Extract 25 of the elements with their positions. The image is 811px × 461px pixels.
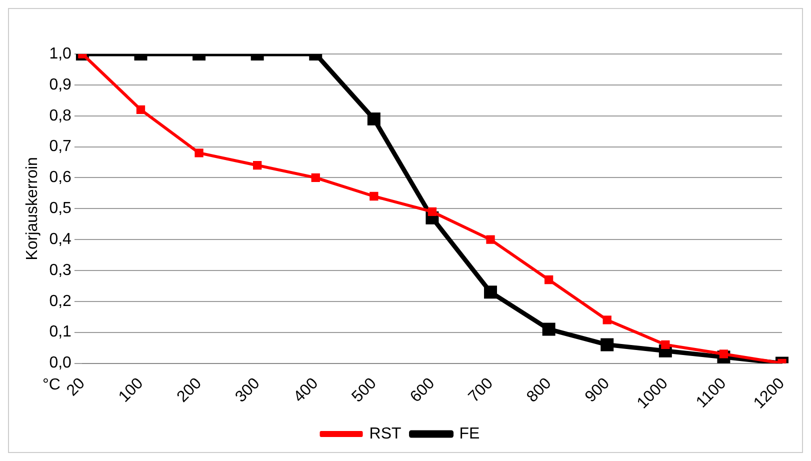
y-tick-label: 0,4 — [49, 230, 72, 248]
x-tick-label: 500 — [348, 374, 380, 406]
legend-label: FE — [459, 425, 480, 442]
legend-label: RST — [369, 425, 402, 442]
y-tick-label: 0,2 — [49, 292, 72, 310]
y-tick-label: 0,6 — [49, 169, 72, 186]
y-tick-label: 0,0 — [49, 354, 72, 372]
y-tick-label: 0,9 — [49, 76, 72, 94]
x-tick-label: 200 — [174, 374, 206, 406]
y-tick-label: 0,8 — [49, 107, 72, 124]
x-tick-label: 600 — [407, 374, 438, 406]
y-tick-label: 0,3 — [49, 262, 72, 279]
x-tick-label: 800 — [524, 374, 555, 406]
x-tick-label: 900 — [582, 374, 614, 406]
y-tick-label: 0,1 — [49, 324, 72, 341]
y-axis-title: Korjauskerroin — [24, 157, 42, 260]
x-axis-title: °C — [42, 376, 60, 394]
y-tick-label: 0,5 — [49, 200, 72, 218]
x-tick-label: 20 — [64, 374, 88, 400]
x-tick-label: 700 — [466, 374, 497, 406]
x-tick-label: 100 — [116, 374, 147, 406]
x-tick-label: 300 — [232, 374, 264, 406]
y-tick-label: 1,0 — [49, 45, 72, 62]
x-tick-label: 400 — [290, 374, 322, 406]
y-tick-label: 0,7 — [49, 138, 72, 156]
